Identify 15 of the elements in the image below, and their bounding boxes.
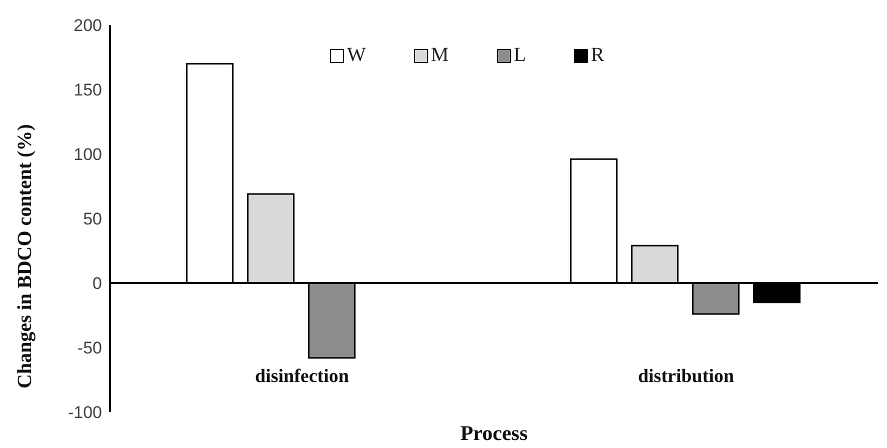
y-tick-label: 200 (74, 16, 102, 36)
y-axis-title: Changes in BDCO content (%) (14, 124, 36, 388)
legend-label: R (590, 44, 604, 67)
x-tick-label: disinfection (255, 366, 350, 387)
x-tick-label: distribution (638, 366, 734, 387)
y-tick-label: 100 (74, 145, 102, 164)
y-tick-label: 50 (83, 210, 102, 229)
y-tick-label: 0 (92, 274, 102, 294)
y-tick-label: -100 (68, 403, 102, 422)
legend-label: L (512, 44, 526, 67)
legend-label: M (430, 44, 449, 67)
y-tick-label: 150 (74, 80, 102, 100)
x-axis-title: Process (460, 421, 528, 445)
y-tick-label: -50 (77, 338, 102, 358)
legend-label: W (346, 44, 366, 67)
